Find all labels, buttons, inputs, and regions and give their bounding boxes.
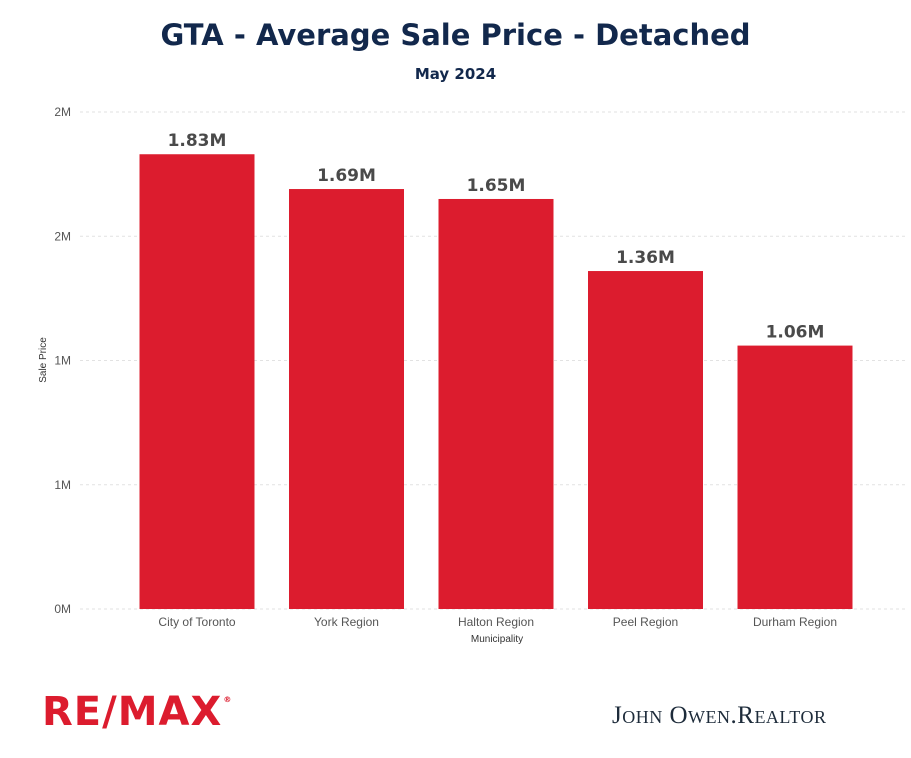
bars	[139, 154, 853, 609]
x-tick-label: Peel Region	[613, 615, 678, 629]
chart-title: GTA - Average Sale Price - Detached	[160, 18, 751, 52]
registered-mark: ®	[223, 695, 233, 704]
bar-chart: 0M 1M 1M 2M 2M 1.83M 1.69M 1.65M 1.36M 1.06M Cit…	[38, 105, 905, 645]
y-axis-ticks: 0M 1M 1M 2M 2M	[54, 105, 71, 616]
x-tick-label: Durham Region	[753, 615, 837, 629]
bar[interactable]	[438, 198, 554, 609]
bar[interactable]	[139, 154, 255, 609]
data-label: 1.65M	[467, 176, 526, 196]
y-tick-label: 1M	[54, 478, 71, 492]
x-tick-label: Halton Region	[458, 615, 534, 629]
remax-logo: RE/MAX®	[42, 692, 232, 732]
y-tick-label: 2M	[54, 229, 71, 243]
data-label: 1.06M	[766, 323, 825, 343]
bar[interactable]	[289, 189, 404, 609]
bar[interactable]	[737, 345, 853, 609]
y-tick-label: 0M	[54, 602, 71, 616]
data-labels: 1.83M 1.69M 1.65M 1.36M 1.06M	[168, 131, 825, 342]
x-axis-title: Municipality	[471, 634, 523, 645]
y-axis-title: Sale Price	[38, 337, 49, 383]
realtor-name: John Owen.Realtor	[612, 702, 827, 729]
y-tick-label: 1M	[54, 354, 71, 368]
data-label: 1.69M	[317, 166, 376, 186]
y-tick-label: 2M	[54, 105, 71, 119]
x-tick-label: City of Toronto	[158, 615, 235, 629]
chart-subtitle: May 2024	[414, 65, 497, 83]
remax-logo-text: RE/MAX	[42, 689, 223, 735]
bar[interactable]	[588, 271, 703, 609]
x-axis-ticks: City of Toronto York Region Halton Region P…	[158, 615, 837, 629]
data-label: 1.83M	[168, 131, 227, 151]
x-tick-label: York Region	[314, 615, 379, 629]
data-label: 1.36M	[616, 248, 675, 268]
